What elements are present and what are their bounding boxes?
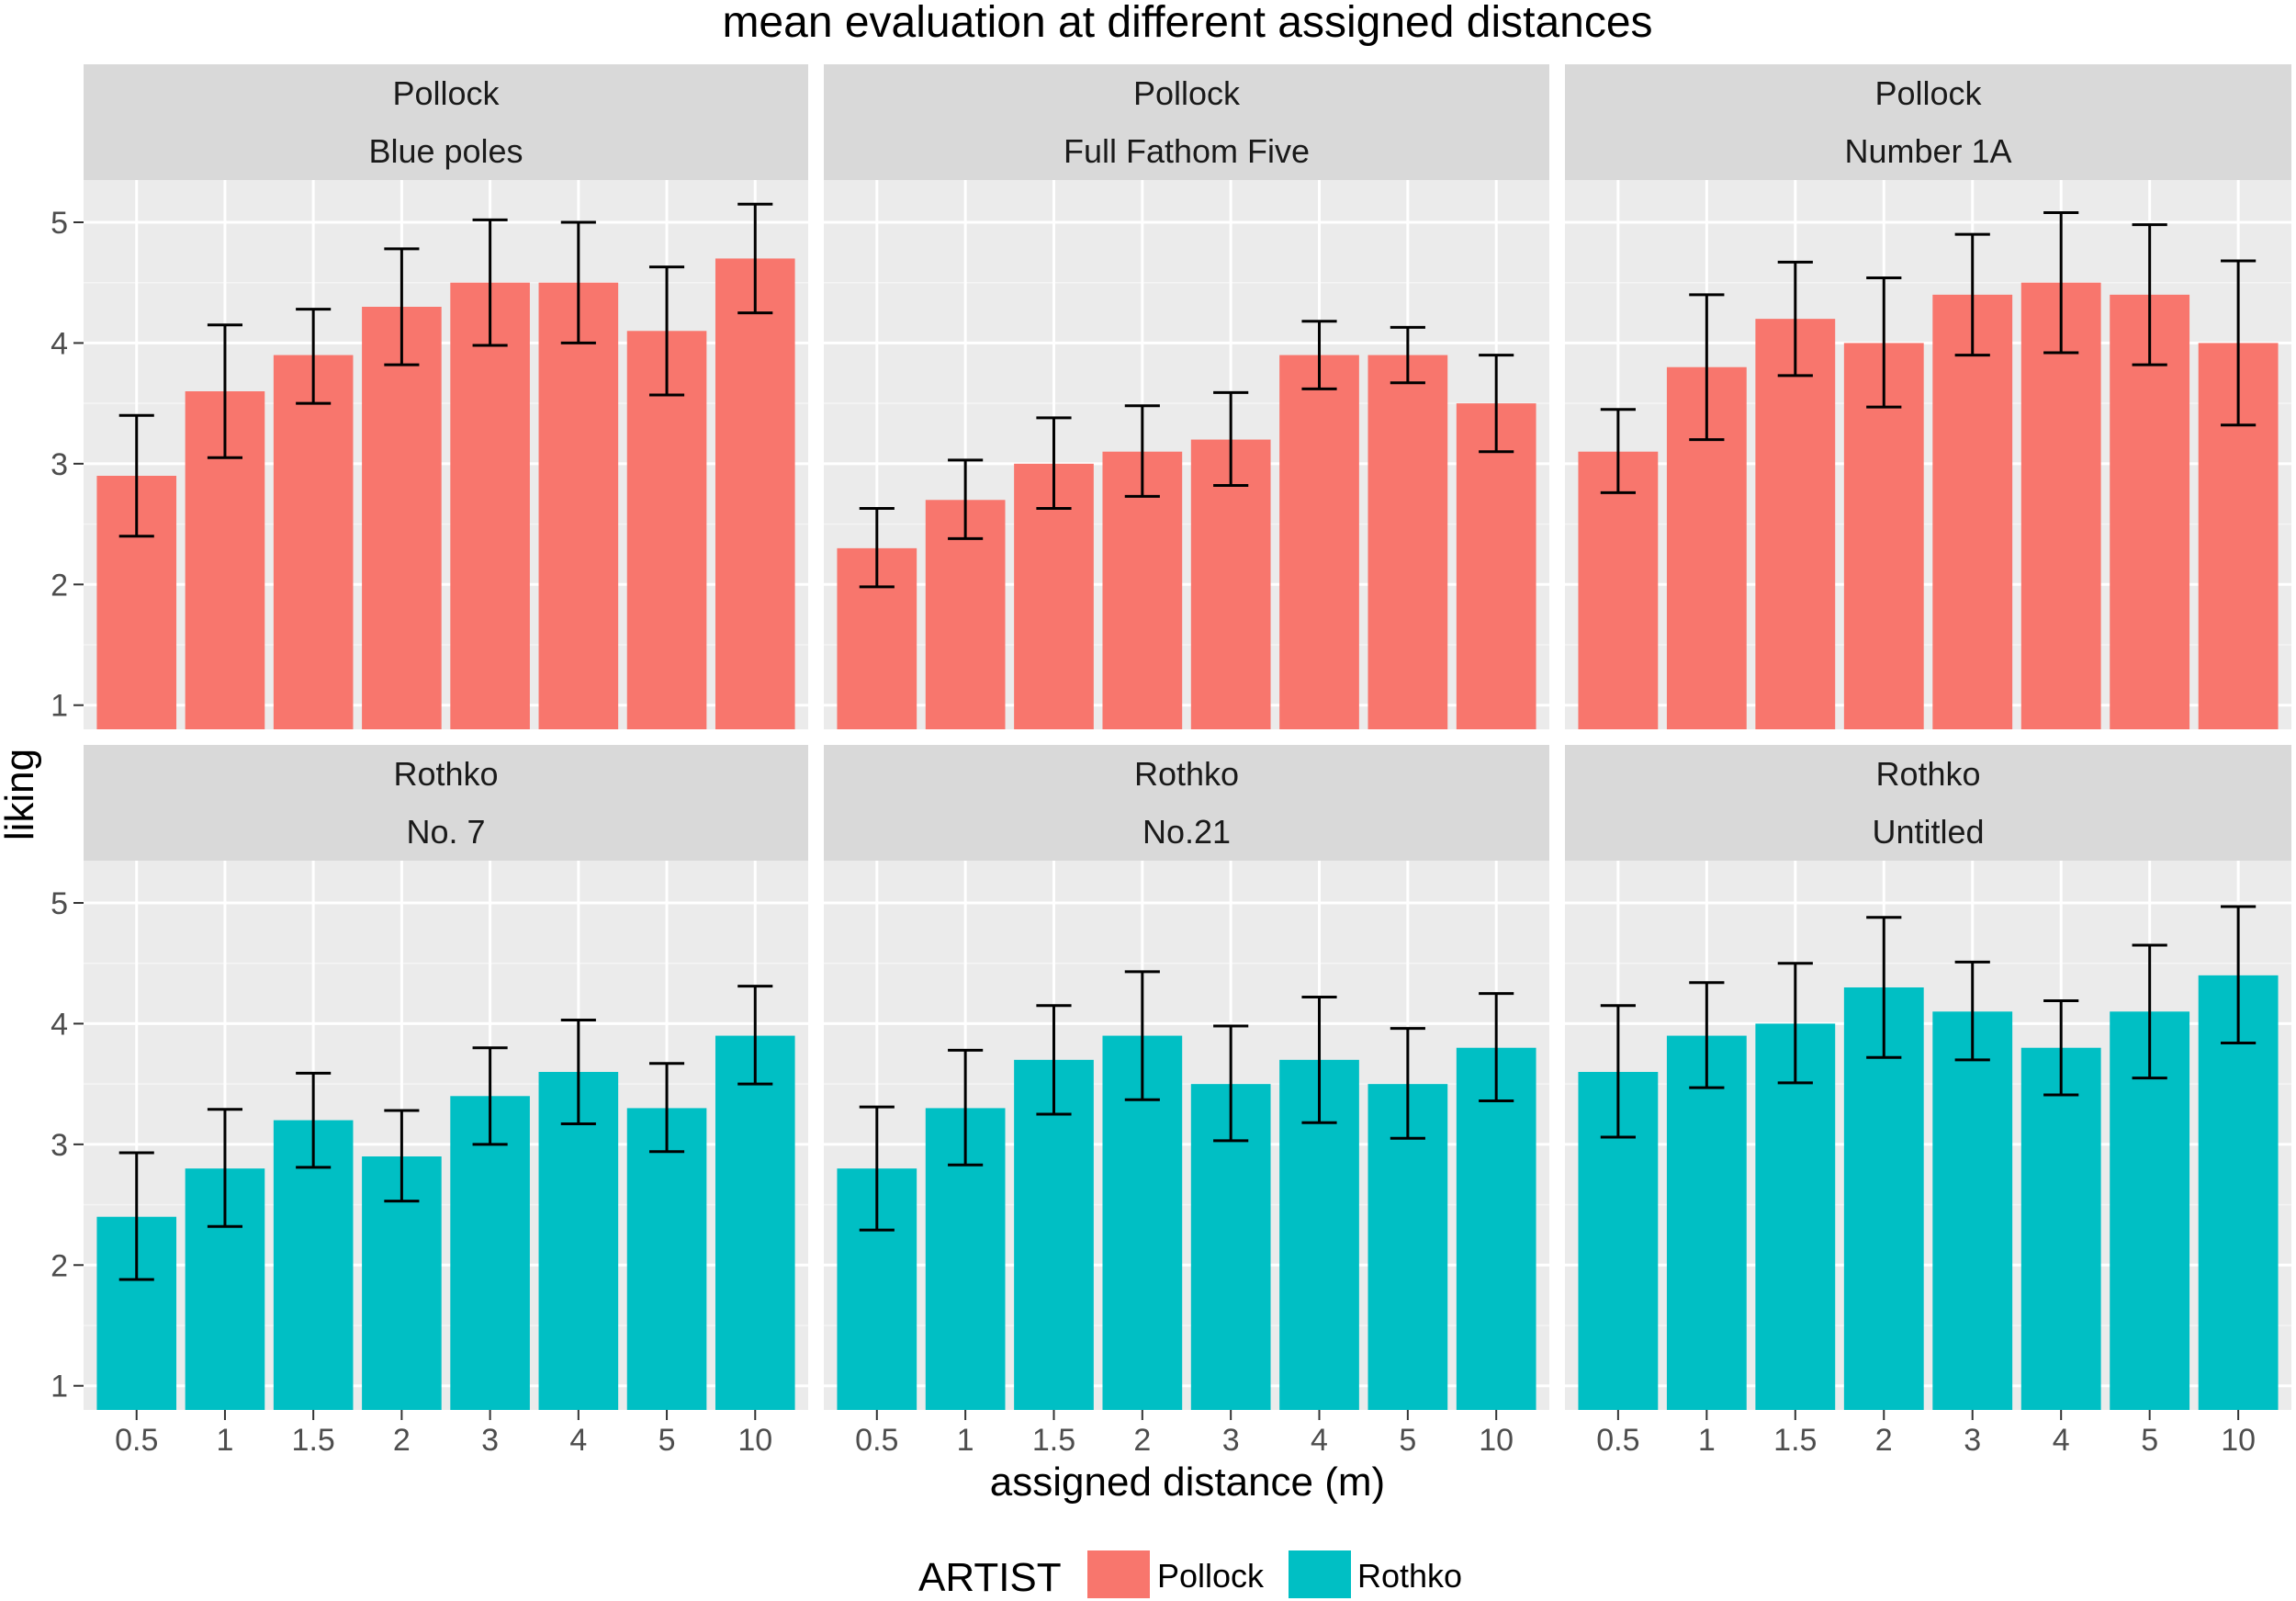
bar [715, 258, 795, 729]
bar [1932, 294, 2013, 729]
x-tick-label: 3 [1222, 1423, 1240, 1458]
x-tick-label: 1.5 [1773, 1423, 1817, 1458]
panel-2: Pollock Full Fathom Five [824, 64, 1549, 729]
facet-label-painting: Untitled [1872, 813, 1984, 851]
facet-label-painting: No. 7 [406, 813, 485, 851]
y-tick-label: 5 [51, 206, 68, 241]
x-axis-title: assigned distance (m) [990, 1460, 1385, 1505]
bar [1367, 355, 1448, 729]
bar [1578, 451, 1659, 729]
facet-label-painting: No.21 [1142, 813, 1231, 851]
x-tick-label: 0.5 [855, 1423, 898, 1458]
bar [1666, 1035, 1747, 1410]
x-tick-label: 5 [658, 1423, 676, 1458]
x-tick-label: 1 [1698, 1423, 1716, 1458]
y-tick-label: 3 [51, 447, 68, 482]
y-tick-label: 2 [51, 568, 68, 603]
bar [1932, 1011, 2013, 1410]
bar [1279, 355, 1359, 729]
facet-strip [824, 64, 1549, 180]
bar [450, 282, 530, 729]
bar [2198, 975, 2279, 1410]
panel-6: Rothko Untitled 0.5 1 1.5 2 3 4 5 10 [1565, 745, 2291, 1458]
x-tick-label: 0.5 [1596, 1423, 1639, 1458]
x-tick-label: 4 [569, 1423, 587, 1458]
bar [626, 1108, 707, 1410]
bar [1755, 319, 1836, 729]
x-tick-label: 5 [2141, 1423, 2158, 1458]
facet-label-artist: Rothko [393, 755, 498, 793]
bar [538, 1072, 619, 1410]
facet-label-painting: Number 1A [1844, 132, 2011, 170]
x-tick-label: 10 [2221, 1423, 2256, 1458]
facet-label-artist: Pollock [1133, 74, 1241, 112]
x-tick-label: 1 [957, 1423, 974, 1458]
y-tick-label: 1 [51, 689, 68, 724]
y-tick-label: 3 [51, 1128, 68, 1163]
bar [1456, 403, 1536, 729]
bar [362, 307, 442, 729]
bar [1456, 1047, 1536, 1410]
bar [450, 1096, 530, 1410]
facet-strip [84, 64, 808, 180]
x-tick-label: 10 [737, 1423, 772, 1458]
legend-label-pollock: Pollock [1157, 1557, 1265, 1595]
x-tick-label: 10 [1479, 1423, 1514, 1458]
x-tick-label: 4 [1311, 1423, 1328, 1458]
bar [715, 1035, 795, 1410]
x-tick-label: 1 [216, 1423, 233, 1458]
facet-label-artist: Pollock [392, 74, 500, 112]
facet-label-artist: Rothko [1875, 755, 1980, 793]
bar [538, 282, 619, 729]
y-axis-title: liking [0, 749, 42, 840]
facet-label-artist: Rothko [1134, 755, 1239, 793]
x-tick-label: 0.5 [115, 1423, 158, 1458]
x-tick-label: 1.5 [1032, 1423, 1075, 1458]
y-tick-label: 4 [51, 1007, 68, 1042]
legend-key-rothko [1289, 1550, 1351, 1598]
x-tick-label: 2 [393, 1423, 411, 1458]
bar [1014, 1059, 1094, 1410]
x-tick-label: 2 [1133, 1423, 1151, 1458]
bar [1755, 1023, 1836, 1410]
bar [273, 355, 354, 729]
x-tick-label: 1.5 [292, 1423, 335, 1458]
legend-title: ARTIST [918, 1555, 1062, 1600]
bar [2110, 294, 2190, 729]
x-tick-label: 4 [2053, 1423, 2070, 1458]
facet-label-painting: Full Fathom Five [1064, 132, 1310, 170]
bar [1190, 439, 1271, 729]
panel-4: Rothko No. 7 1 2 3 4 5 0.5 1 1.5 2 3 4 5 10 [51, 745, 808, 1458]
bar [626, 331, 707, 729]
x-tick-label: 2 [1875, 1423, 1893, 1458]
legend: ARTIST Pollock Rothko [918, 1550, 1462, 1600]
y-tick-label: 4 [51, 326, 68, 361]
panel-3: Pollock Number 1A [1565, 64, 2291, 729]
legend-key-pollock [1087, 1550, 1150, 1598]
x-tick-label: 3 [1964, 1423, 1981, 1458]
facet-label-artist: Pollock [1874, 74, 1982, 112]
chart-title: mean evaluation at different assigned di… [722, 0, 1652, 47]
y-tick-label: 5 [51, 886, 68, 921]
panels: Pollock Blue poles 1 2 3 4 5 Pollock Full Fathom… [51, 64, 2291, 1458]
bar [2020, 1047, 2101, 1410]
x-tick-label: 5 [1399, 1423, 1416, 1458]
bar [2020, 282, 2101, 729]
y-tick-label: 1 [51, 1370, 68, 1404]
panel-1: Pollock Blue poles 1 2 3 4 5 [51, 64, 808, 729]
legend-label-rothko: Rothko [1357, 1557, 1462, 1595]
bar [1102, 451, 1183, 729]
facet-strip [1565, 64, 2291, 180]
facet-strip [824, 745, 1549, 861]
facet-label-painting: Blue poles [368, 132, 523, 170]
facet-strip [1565, 745, 2291, 861]
x-tick-label: 3 [481, 1423, 499, 1458]
panel-5: Rothko No.21 0.5 1 1.5 2 3 4 5 10 [824, 745, 1549, 1458]
y-tick-label: 2 [51, 1248, 68, 1283]
facet-strip [84, 745, 808, 861]
